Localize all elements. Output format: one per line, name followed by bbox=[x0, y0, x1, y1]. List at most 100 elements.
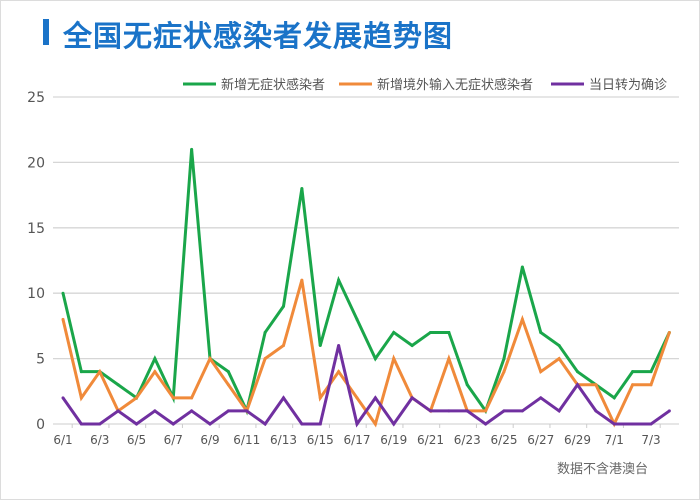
data-point bbox=[300, 187, 304, 191]
data-point bbox=[208, 357, 212, 361]
data-point bbox=[79, 396, 83, 400]
data-point bbox=[282, 344, 285, 348]
data-point bbox=[502, 370, 506, 374]
data-point bbox=[520, 317, 524, 321]
x-tick-label: 6/3 bbox=[90, 433, 109, 447]
data-point bbox=[631, 370, 635, 374]
y-tick-label: 0 bbox=[36, 417, 45, 433]
data-point bbox=[557, 409, 561, 413]
chart-title: 全国无症状感染者发展趋势图 bbox=[63, 19, 454, 53]
data-point bbox=[190, 396, 194, 400]
data-point bbox=[318, 344, 322, 348]
data-point bbox=[153, 370, 157, 374]
x-tick-label: 6/15 bbox=[307, 433, 334, 447]
data-point bbox=[539, 396, 543, 400]
x-tick-label: 6/17 bbox=[344, 433, 371, 447]
data-point bbox=[208, 422, 212, 426]
data-point bbox=[594, 409, 598, 413]
data-point bbox=[355, 396, 359, 400]
x-tick-label: 7/3 bbox=[641, 433, 660, 447]
data-point bbox=[649, 370, 653, 374]
x-tick-label: 6/13 bbox=[270, 433, 297, 447]
data-point bbox=[171, 396, 175, 400]
data-point bbox=[318, 422, 322, 426]
data-point bbox=[318, 396, 322, 400]
data-point bbox=[410, 396, 414, 400]
data-point bbox=[484, 422, 488, 426]
data-point bbox=[520, 265, 524, 269]
data-point bbox=[502, 409, 506, 413]
data-point bbox=[667, 409, 671, 413]
data-point bbox=[429, 330, 432, 334]
y-tick-label: 10 bbox=[27, 286, 45, 302]
data-point bbox=[282, 396, 285, 400]
data-point bbox=[667, 330, 671, 334]
data-point bbox=[263, 357, 267, 361]
x-tick-label: 6/21 bbox=[417, 433, 444, 447]
data-point bbox=[520, 409, 524, 413]
title-accent-bar bbox=[43, 19, 49, 45]
data-point bbox=[429, 409, 432, 413]
legend-label-1: 新增无症状感染者 bbox=[221, 77, 325, 93]
data-point bbox=[373, 422, 377, 426]
data-point bbox=[465, 409, 469, 413]
x-tick-label: 6/19 bbox=[380, 433, 407, 447]
data-point bbox=[263, 330, 267, 334]
data-point bbox=[98, 422, 102, 426]
data-point bbox=[282, 304, 285, 308]
data-point bbox=[300, 278, 304, 282]
data-point bbox=[153, 357, 157, 361]
x-tick-label: 6/11 bbox=[233, 433, 260, 447]
data-point bbox=[135, 396, 138, 400]
data-point bbox=[79, 422, 83, 426]
data-point bbox=[337, 370, 341, 374]
data-point bbox=[594, 383, 598, 387]
data-note: 数据不含港澳台 bbox=[557, 462, 649, 477]
data-point bbox=[61, 396, 65, 400]
data-point bbox=[649, 422, 653, 426]
data-point bbox=[465, 383, 469, 387]
data-point bbox=[392, 330, 396, 334]
data-point bbox=[300, 422, 304, 426]
data-point bbox=[79, 370, 83, 374]
data-point bbox=[116, 409, 120, 413]
x-tick-label: 6/1 bbox=[53, 433, 72, 447]
series-line-3 bbox=[61, 345, 671, 428]
data-point bbox=[447, 409, 451, 413]
x-tick-label: 6/25 bbox=[491, 433, 518, 447]
data-point bbox=[612, 396, 616, 400]
x-tick-label: 6/5 bbox=[127, 433, 146, 447]
data-point bbox=[539, 330, 543, 334]
data-point bbox=[576, 370, 579, 374]
data-point bbox=[355, 422, 359, 426]
data-point bbox=[373, 396, 377, 400]
data-point bbox=[373, 357, 377, 361]
data-point bbox=[410, 344, 414, 348]
data-point bbox=[649, 383, 653, 387]
x-tick-label: 6/9 bbox=[200, 433, 219, 447]
data-point bbox=[61, 291, 65, 295]
y-tick-label: 5 bbox=[36, 352, 45, 368]
legend-label-2: 新增境外输入无症状感染者 bbox=[377, 77, 533, 93]
legend-label-3: 当日转为确诊 bbox=[589, 78, 667, 93]
data-point bbox=[171, 422, 175, 426]
data-point bbox=[392, 357, 396, 361]
data-point bbox=[631, 383, 635, 387]
data-point bbox=[612, 422, 616, 426]
x-tick-label: 7/1 bbox=[605, 433, 624, 447]
data-point bbox=[98, 370, 102, 374]
data-point bbox=[190, 147, 194, 151]
data-point bbox=[392, 422, 396, 426]
data-point bbox=[576, 383, 579, 387]
data-point bbox=[337, 344, 341, 348]
data-point bbox=[447, 330, 451, 334]
data-point bbox=[190, 409, 194, 413]
data-point bbox=[226, 409, 230, 413]
series-line-1 bbox=[61, 149, 671, 416]
data-point bbox=[557, 357, 561, 361]
y-tick-label: 20 bbox=[27, 155, 45, 171]
data-point bbox=[226, 370, 230, 374]
data-point bbox=[631, 422, 635, 426]
